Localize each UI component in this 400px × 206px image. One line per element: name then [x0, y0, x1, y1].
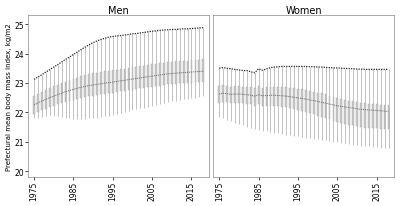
- FancyBboxPatch shape: [120, 70, 122, 92]
- FancyBboxPatch shape: [344, 100, 346, 124]
- FancyBboxPatch shape: [258, 87, 260, 105]
- FancyBboxPatch shape: [336, 98, 338, 122]
- FancyBboxPatch shape: [348, 101, 350, 125]
- FancyBboxPatch shape: [218, 86, 220, 103]
- FancyBboxPatch shape: [238, 87, 240, 104]
- FancyBboxPatch shape: [332, 97, 334, 121]
- FancyBboxPatch shape: [226, 86, 228, 103]
- FancyBboxPatch shape: [372, 104, 374, 129]
- FancyBboxPatch shape: [305, 90, 307, 112]
- FancyBboxPatch shape: [194, 61, 196, 83]
- FancyBboxPatch shape: [242, 87, 244, 104]
- FancyBboxPatch shape: [167, 63, 169, 85]
- FancyBboxPatch shape: [179, 62, 180, 84]
- FancyBboxPatch shape: [80, 77, 82, 98]
- FancyBboxPatch shape: [53, 87, 54, 106]
- FancyBboxPatch shape: [33, 97, 35, 114]
- FancyBboxPatch shape: [84, 76, 86, 97]
- FancyBboxPatch shape: [368, 104, 370, 128]
- FancyBboxPatch shape: [321, 94, 322, 117]
- FancyBboxPatch shape: [262, 88, 264, 106]
- FancyBboxPatch shape: [92, 74, 94, 96]
- FancyBboxPatch shape: [143, 66, 145, 88]
- FancyBboxPatch shape: [329, 96, 330, 119]
- FancyBboxPatch shape: [364, 104, 366, 128]
- FancyBboxPatch shape: [116, 70, 118, 92]
- FancyBboxPatch shape: [45, 90, 47, 109]
- FancyBboxPatch shape: [289, 88, 291, 109]
- FancyBboxPatch shape: [234, 87, 236, 103]
- FancyBboxPatch shape: [132, 68, 133, 90]
- FancyBboxPatch shape: [376, 105, 378, 129]
- FancyBboxPatch shape: [140, 67, 141, 89]
- FancyBboxPatch shape: [384, 105, 386, 129]
- FancyBboxPatch shape: [147, 66, 149, 88]
- FancyBboxPatch shape: [293, 89, 295, 110]
- FancyBboxPatch shape: [270, 87, 271, 106]
- FancyBboxPatch shape: [198, 60, 200, 83]
- FancyBboxPatch shape: [380, 105, 382, 129]
- FancyBboxPatch shape: [340, 99, 342, 123]
- FancyBboxPatch shape: [191, 61, 192, 83]
- FancyBboxPatch shape: [222, 85, 224, 102]
- FancyBboxPatch shape: [61, 84, 62, 104]
- FancyBboxPatch shape: [281, 87, 283, 107]
- FancyBboxPatch shape: [163, 63, 165, 85]
- FancyBboxPatch shape: [309, 91, 311, 114]
- FancyBboxPatch shape: [356, 103, 358, 127]
- FancyBboxPatch shape: [159, 64, 161, 86]
- FancyBboxPatch shape: [278, 87, 279, 107]
- FancyBboxPatch shape: [68, 81, 70, 101]
- FancyBboxPatch shape: [285, 88, 287, 108]
- FancyBboxPatch shape: [183, 62, 184, 84]
- FancyBboxPatch shape: [317, 93, 318, 116]
- FancyBboxPatch shape: [230, 87, 232, 103]
- FancyBboxPatch shape: [352, 102, 354, 126]
- Title: Men: Men: [108, 6, 129, 15]
- FancyBboxPatch shape: [72, 79, 74, 100]
- FancyBboxPatch shape: [104, 72, 106, 94]
- FancyBboxPatch shape: [297, 89, 299, 110]
- FancyBboxPatch shape: [246, 87, 248, 104]
- FancyBboxPatch shape: [112, 71, 114, 93]
- FancyBboxPatch shape: [96, 73, 98, 95]
- FancyBboxPatch shape: [301, 90, 303, 111]
- Y-axis label: Prefectural mean body mass index, kg/m2: Prefectural mean body mass index, kg/m2: [6, 23, 12, 170]
- FancyBboxPatch shape: [76, 78, 78, 99]
- FancyBboxPatch shape: [155, 64, 157, 87]
- FancyBboxPatch shape: [360, 103, 362, 127]
- FancyBboxPatch shape: [37, 95, 39, 112]
- FancyBboxPatch shape: [171, 62, 173, 85]
- FancyBboxPatch shape: [100, 73, 102, 95]
- FancyBboxPatch shape: [41, 92, 43, 111]
- FancyBboxPatch shape: [250, 88, 252, 105]
- FancyBboxPatch shape: [187, 61, 188, 83]
- FancyBboxPatch shape: [274, 87, 275, 106]
- FancyBboxPatch shape: [88, 75, 90, 97]
- FancyBboxPatch shape: [325, 95, 326, 118]
- FancyBboxPatch shape: [254, 89, 256, 106]
- FancyBboxPatch shape: [266, 88, 267, 106]
- FancyBboxPatch shape: [136, 67, 137, 90]
- FancyBboxPatch shape: [65, 82, 66, 103]
- FancyBboxPatch shape: [108, 71, 110, 94]
- FancyBboxPatch shape: [151, 65, 153, 87]
- FancyBboxPatch shape: [124, 69, 126, 91]
- FancyBboxPatch shape: [313, 92, 315, 115]
- FancyBboxPatch shape: [202, 60, 204, 82]
- FancyBboxPatch shape: [388, 105, 390, 129]
- FancyBboxPatch shape: [175, 62, 177, 84]
- FancyBboxPatch shape: [49, 89, 51, 108]
- FancyBboxPatch shape: [128, 69, 129, 91]
- Title: Women: Women: [286, 6, 322, 15]
- FancyBboxPatch shape: [57, 85, 58, 105]
